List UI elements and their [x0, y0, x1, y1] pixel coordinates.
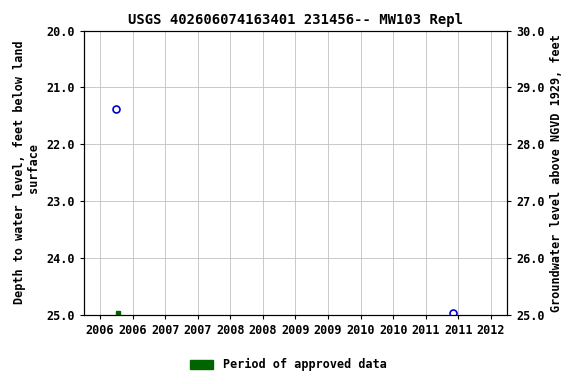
Y-axis label: Depth to water level, feet below land
 surface: Depth to water level, feet below land su…	[13, 41, 41, 305]
Legend: Period of approved data: Period of approved data	[185, 354, 391, 376]
Y-axis label: Groundwater level above NGVD 1929, feet: Groundwater level above NGVD 1929, feet	[550, 34, 563, 311]
Title: USGS 402606074163401 231456-- MW103 Repl: USGS 402606074163401 231456-- MW103 Repl	[128, 13, 463, 27]
